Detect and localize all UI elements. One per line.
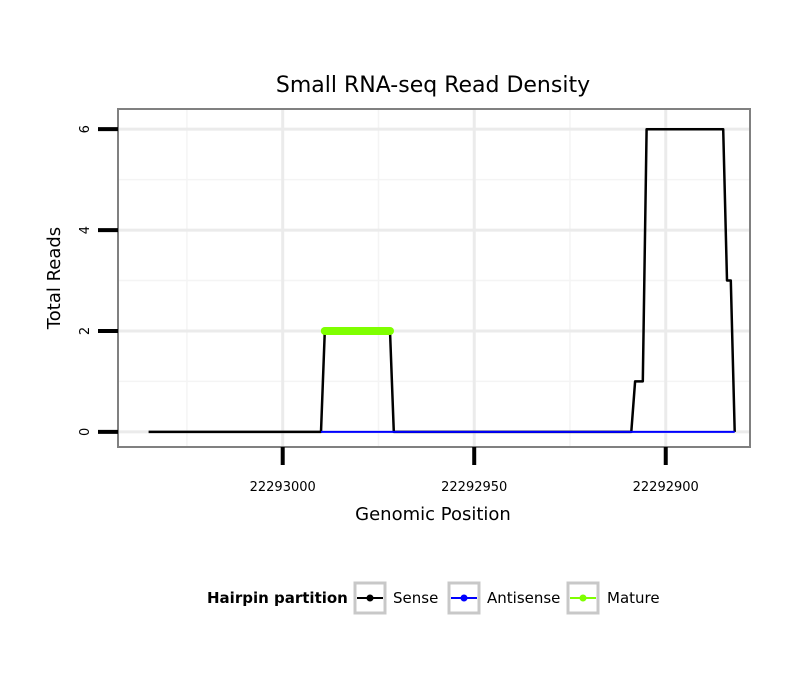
legend-key-point	[460, 594, 468, 602]
x-tick-label: 22292900	[633, 480, 699, 495]
legend-entry-mature: Mature	[566, 581, 660, 615]
legend-label-mature: Mature	[607, 589, 660, 607]
legend-key-point	[366, 594, 374, 602]
y-tick-label: 4	[78, 226, 93, 234]
legend: Hairpin partition Sense Antisense Mature	[207, 581, 660, 615]
chart-title: Small RNA-seq Read Density	[276, 73, 590, 98]
y-tick-label: 6	[78, 125, 93, 133]
x-axis-label: Genomic Position	[355, 504, 511, 525]
legend-entry-antisense: Antisense	[447, 581, 560, 615]
legend-key-point	[579, 594, 587, 602]
x-axis: 22293000 22292950 22292900	[250, 447, 699, 495]
legend-entry-sense: Sense	[353, 581, 438, 615]
y-axis-label: Total Reads	[44, 227, 65, 330]
series-lines	[148, 127, 736, 434]
legend-label-antisense: Antisense	[487, 589, 560, 607]
y-tick-label: 2	[78, 327, 93, 335]
x-tick-label: 22292950	[441, 480, 507, 495]
y-axis: 0 2 4 6	[78, 125, 118, 436]
legend-label-sense: Sense	[393, 589, 438, 607]
y-tick-label: 0	[78, 428, 93, 436]
plot-panel	[117, 108, 751, 448]
x-tick-label: 22293000	[250, 480, 316, 495]
panel-background	[118, 109, 750, 447]
legend-title: Hairpin partition	[207, 589, 348, 607]
panel-border	[117, 108, 751, 448]
